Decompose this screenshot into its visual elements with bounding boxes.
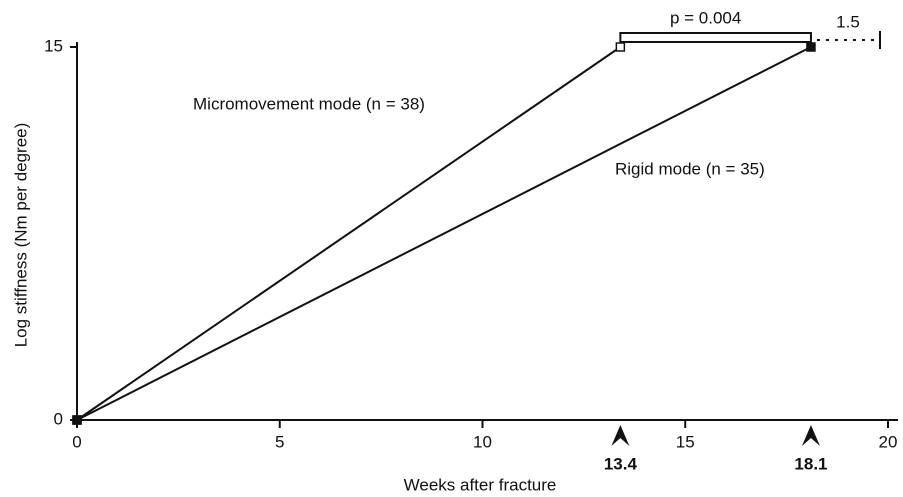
y-axis-label: Log stiffness (Nm per degree) [11,123,30,348]
x-tick-label: 0 [72,432,81,451]
point-marker [806,42,816,52]
series-label: Micromovement mode (n = 38) [193,94,425,113]
x-tick-label: 5 [275,432,284,451]
x-axis-label: Weeks after fracture [404,475,557,494]
point-marker [72,415,82,425]
point-marker [615,42,626,52]
x-tick-label: 10 [473,432,492,451]
highlight-label: 18.1 [794,454,827,473]
bracket [619,32,812,43]
y-tick-label: 0 [54,409,63,428]
series-label: Rigid mode (n = 35) [615,159,765,178]
series-line [76,46,812,421]
highlight-label: 13.4 [604,454,638,473]
annotation: 1.5 [836,12,860,31]
x-tick-label: 15 [676,432,695,451]
series-line [76,46,621,421]
x-tick-label: 20 [879,432,898,451]
y-tick-label: 15 [44,36,63,55]
annotation: p = 0.004 [670,8,741,27]
highlight-arrow [801,425,820,446]
highlight-arrow [611,425,630,446]
